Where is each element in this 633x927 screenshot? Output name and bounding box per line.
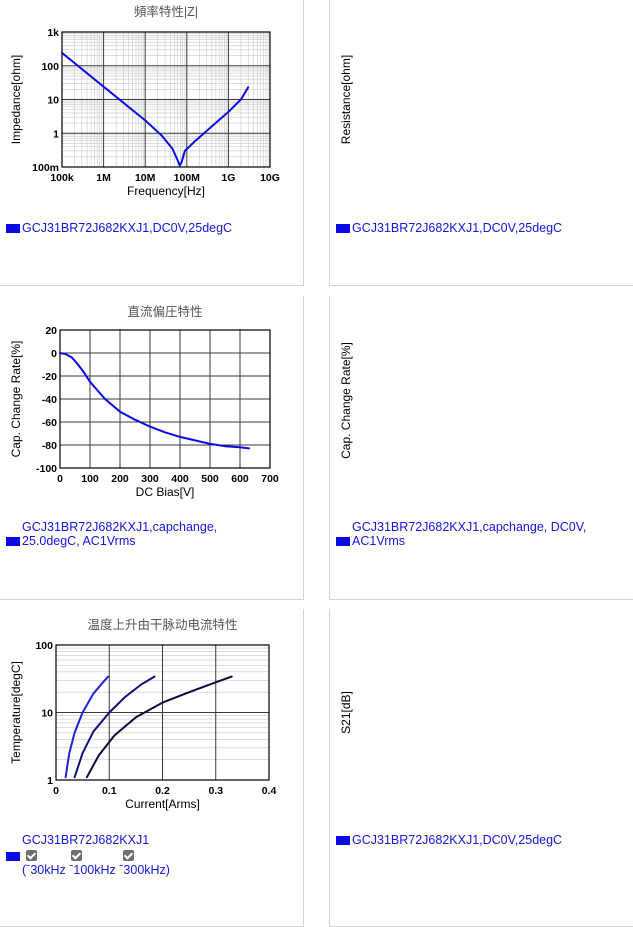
panel-dc-bias-chart: 0 100 200 300 400 500 600 700 -100 -80 -60 -40 -20 0 2… [0,296,304,600]
legend-swatch [6,537,20,546]
y-axis-label: Cap. Change Rate[%] [339,342,353,459]
legend-s21[interactable]: GCJ31BR72J682KXJ1,DC0V,25degC [336,833,562,847]
impedance-chart: 100k 1M 10M 100M 1G 10G 100m 1 10 100 1k 頻率特性|Z| Fre… [9,4,280,198]
x-tick-label: 10M [135,172,156,184]
grid [55,644,270,781]
x-tick-label: 400 [171,473,189,485]
tick-labels: 100k 1M 10M 100M 1G 10G 100m 1 10 100 1k [32,27,280,184]
y-tick-label: 100 [41,61,59,73]
x-tick-label: 1M [96,172,111,184]
legend-swatch [336,224,350,233]
panel-resistance-chart: 100k1M10M100M1G10G100m110100頻率特性RFrequen… [329,0,633,286]
panel-temperature-chart: -80-4004080120160-100-80-60-40-2002040温度… [329,296,633,600]
dc-bias-chart: 0 100 200 300 400 500 600 700 -100 -80 -60 -40 -20 0 2… [9,304,279,499]
y-tick-label: -40 [42,394,57,406]
series-line-1 [61,51,250,167]
panel-s21-chart: 100k1M10M100M1G10G-10-8-6-4-20S参数S21Freq… [329,609,633,927]
grid [61,31,271,168]
x-axis-label: Current[Arms] [125,797,200,811]
panel-impedance-chart: 100k 1M 10M 100M 1G 10G 100m 1 10 100 1k 頻率特性|Z| Fre… [0,0,304,286]
y-tick-label: 10 [41,708,53,720]
ripple-current-chart: 0 0.1 0.2 0.3 0.4 1 10 100 温度上升由干脉动电流特性 Current[A… [9,617,276,811]
x-tick-label: 0 [57,473,63,485]
y-tick-label: -80 [42,440,57,452]
legend-text-line1: GCJ31BR72J682KXJ1,capchange, DC0V, [352,520,587,534]
checkbox-300khz[interactable] [123,850,134,861]
y-tick-label: -100 [36,463,57,475]
tick-labels: 0 100 200 300 400 500 600 700 -100 -80 -60 -40 -20 0 2… [36,325,279,485]
series-group [61,51,250,167]
x-tick-label: 10G [260,172,280,184]
legend-text: GCJ31BR72J682KXJ1,DC0V,25degC [352,221,563,235]
legend-temperature[interactable]: GCJ31BR72J682KXJ1,capchange, DC0V, AC1Vr… [336,520,586,548]
series-group [59,352,250,450]
y-tick-label: 1 [47,775,53,787]
y-tick-label: 20 [45,325,57,337]
x-tick-label: 700 [261,473,279,485]
chart-title: 温度上升由干脉动电流特性 [87,617,237,632]
y-tick-label: 10 [47,95,59,107]
s21-chart: 100k1M10M100M1G10G-10-8-6-4-20S参数S21Freq… [339,691,353,734]
x-tick-label: 0.1 [102,785,117,797]
x-tick-label: 0.2 [155,785,170,797]
plot-frame [61,31,271,168]
y-tick-label: 0 [51,348,57,360]
y-axis-label: S21[dB] [339,691,353,734]
tick-labels: 0 0.1 0.2 0.3 0.4 1 10 100 [35,640,276,797]
x-tick-label: 100M [174,172,201,184]
checkbox-100khz[interactable] [71,850,82,861]
x-tick-label: 100k [50,172,74,184]
x-tick-label: 100 [81,473,99,485]
x-axis-label: DC Bias[V] [136,485,195,499]
y-tick-label: -60 [42,417,57,429]
x-axis-label: Frequency[Hz] [127,184,205,198]
y-tick-label: -20 [42,371,57,383]
legend-ripple-title: GCJ31BR72J682KXJ1 [22,833,150,847]
legend-text-line1: GCJ31BR72J682KXJ1,capchange, [22,520,218,534]
legend-swatch [6,852,20,861]
x-tick-label: 0.4 [262,785,277,797]
legend-swatch [336,836,350,845]
plot-frame [55,644,270,781]
resistance-chart: 100k1M10M100M1G10G100m110100頻率特性RFrequen… [339,55,353,144]
checkbox-frequency-labels: (ˉ30kHz ˉ100kHz ˉ300kHz) [22,863,170,877]
chart-title: 直流偏圧特性 [127,304,202,319]
y-axis-label: Temperature[degC] [9,661,23,764]
x-tick-label: 200 [111,473,129,485]
legend-swatch [336,537,350,546]
series-line-2 [73,675,156,779]
x-tick-label: 500 [201,473,219,485]
series-line-1 [64,675,110,779]
legend-resistance[interactable]: GCJ31BR72J682KXJ1,DC0V,25degC [336,221,562,235]
y-axis-label: Resistance[ohm] [339,55,353,144]
plot-frame [59,329,271,469]
series-line-1 [59,352,250,450]
legend-text: GCJ31BR72J682KXJ1,DC0V,25degC [22,221,233,235]
x-tick-label: 0.3 [208,785,223,797]
y-tick-label: 1 [53,128,59,140]
chart-title: 頻率特性|Z| [134,4,198,19]
x-tick-label: 300 [141,473,159,485]
y-tick-label: 100m [32,162,59,174]
legend-impedance[interactable]: GCJ31BR72J682KXJ1,DC0V,25degC [6,221,232,235]
panel-ripple-current-chart: 0 0.1 0.2 0.3 0.4 1 10 100 温度上升由干脉动电流特性 Current[A… [0,609,304,927]
legend-text-line2: 25.0degC, AC1Vrms [22,534,136,548]
legend-text-line2: AC1Vrms [352,534,406,548]
legend-text: GCJ31BR72J682KXJ1,DC0V,25degC [352,833,563,847]
temperature-chart: -80-4004080120160-100-80-60-40-2002040温度… [339,342,353,459]
x-tick-label: 1G [221,172,235,184]
y-tick-label: 1k [47,27,59,39]
checkbox-30khz[interactable] [26,850,37,861]
series-line-3 [85,675,233,779]
legend-swatch [6,224,20,233]
y-tick-label: 100 [35,640,53,652]
y-axis-label: Cap. Change Rate[%] [9,341,23,458]
x-tick-label: 0 [53,785,59,797]
x-tick-label: 600 [231,473,249,485]
series-group [64,675,233,779]
y-axis-label: Impedance[ohm] [9,55,23,144]
legend-dc-bias[interactable]: GCJ31BR72J682KXJ1,capchange, 25.0degC, A… [6,520,217,548]
